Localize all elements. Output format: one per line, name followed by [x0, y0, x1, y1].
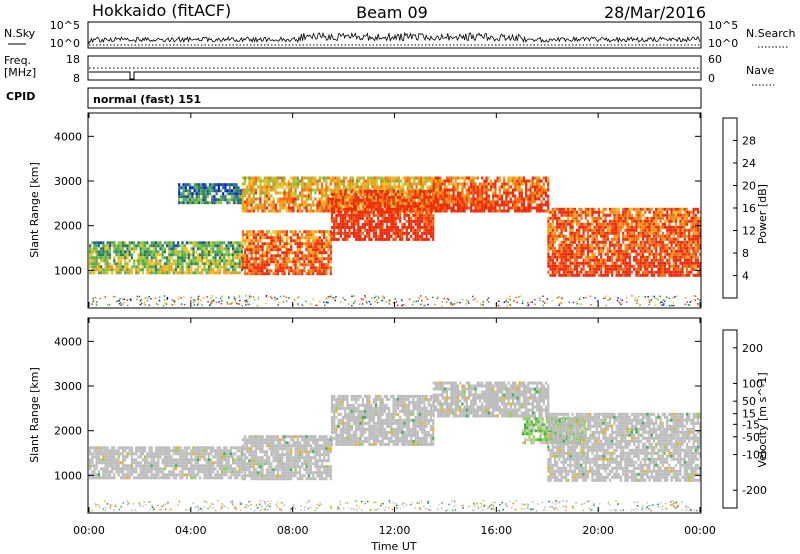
ground-scatter — [91, 295, 702, 307]
power-ylabel: Slant Range [km] — [28, 162, 41, 258]
colorbar-tick-label: 15 — [742, 408, 756, 421]
y-tick-label: 2000 — [54, 425, 82, 438]
colorbar-tick-label: -100 — [742, 449, 767, 462]
colorbar-tick-label: -15 — [742, 418, 760, 431]
nsky-tick-top-right: 10^5 — [708, 19, 738, 32]
freq-strip: Freq. [MHz] 18 8 60 0 Nave — [4, 53, 774, 86]
power-colorbar-label: Power [dB] — [756, 184, 769, 244]
colorbar-tick-label: 4 — [742, 270, 749, 283]
y-tick-label: 4000 — [54, 130, 82, 143]
colorbar-tick-label: 12 — [742, 225, 756, 238]
echo-band — [432, 381, 550, 418]
echo-band — [89, 446, 243, 480]
colorbar-tick-label: 24 — [742, 157, 756, 170]
x-tick-label: 16:00 — [480, 524, 512, 537]
velocity-echoes — [89, 381, 702, 512]
y-tick-label: 1000 — [54, 469, 82, 482]
nsky-tick-top: 10^5 — [50, 19, 80, 32]
nsearch-label: N.Search — [746, 27, 796, 40]
colorbar-tick-label: 16 — [742, 202, 756, 215]
freq-trace — [89, 71, 700, 80]
x-tick-label: 12:00 — [379, 524, 411, 537]
x-tick-label: 04:00 — [175, 524, 207, 537]
nave-tick-bottom: 0 — [708, 72, 715, 85]
echo-band — [330, 189, 435, 241]
nsky-trace — [88, 31, 701, 46]
x-tick-label: 20:00 — [582, 524, 614, 537]
velocity-panel: 1000 2000 3000 4000 Slant Range [km] — [28, 317, 702, 514]
y-tick-label: 1000 — [54, 264, 82, 277]
velocity-ylabel: Slant Range [km] — [28, 367, 41, 463]
power-panel: 1000 2000 3000 4000 Slant Range [km] — [28, 112, 702, 309]
cpid-strip: CPID normal (fast) 151 — [6, 87, 702, 109]
colorbar-tick-label: 100 — [742, 377, 763, 390]
y-tick-label: 3000 — [54, 380, 82, 393]
power-echoes — [89, 176, 702, 307]
y-tick-label: 3000 — [54, 175, 82, 188]
ground-scatter — [91, 500, 701, 512]
echo-band — [178, 183, 242, 205]
y-tick-label: 2000 — [54, 220, 82, 233]
echo-band — [547, 207, 702, 277]
echo-band — [89, 241, 243, 275]
x-axis: 00:00 04:00 08:00 12:00 16:00 20:00 00:00 — [73, 113, 716, 537]
colorbar-tick-label: -50 — [742, 431, 760, 444]
colorbar-tick-label: 200 — [742, 342, 763, 355]
cpid-label: CPID — [6, 90, 35, 103]
echo-band — [432, 176, 550, 213]
nsky-tick-bottom-right: 10^0 — [708, 37, 738, 50]
colorbar-tick-label: 8 — [742, 247, 749, 260]
nave-tick-top: 60 — [708, 53, 722, 66]
nsky-tick-bottom: 10^0 — [50, 37, 80, 50]
x-tick-label: 00:00 — [684, 524, 716, 537]
colorbar-tick-label: -200 — [742, 484, 767, 497]
nsky-strip: N.Sky 10^5 10^0 10^5 10^0 N.Search — [4, 19, 796, 50]
station-title: Hokkaido (fitACF) — [92, 1, 231, 20]
colorbar-tick-label: 20 — [742, 180, 756, 193]
freq-unit-label: [MHz] — [4, 66, 36, 79]
beam-title: Beam 09 — [356, 3, 428, 22]
cpid-value: normal (fast) 151 — [93, 93, 201, 106]
power-colorbar: 4 8 12 16 20 24 28 — [722, 117, 756, 299]
y-tick-label: 4000 — [54, 335, 82, 348]
colorbar-tick-label: 28 — [742, 135, 756, 148]
nave-label: Nave — [746, 64, 774, 77]
power-y-axis: 1000 2000 3000 4000 — [54, 130, 701, 277]
x-tick-label: 08:00 — [277, 524, 309, 537]
velocity-y-axis: 1000 2000 3000 4000 — [54, 335, 701, 482]
x-axis-label: Time UT — [370, 540, 416, 553]
echo-band — [330, 394, 435, 446]
x-tick-label: 00:00 — [73, 524, 105, 537]
freq-tick-bottom: 8 — [73, 72, 80, 85]
freq-label: Freq. — [4, 54, 31, 67]
echo-band — [241, 230, 332, 276]
colorbar-tick-label: 50 — [742, 395, 756, 408]
echo-band — [547, 412, 702, 482]
nsky-label: N.Sky — [4, 27, 36, 40]
freq-tick-top: 18 — [66, 53, 80, 66]
date-title: 28/Mar/2016 — [604, 3, 706, 22]
velocity-colorbar-label: Velocity [m s^-1] — [756, 372, 769, 467]
echo-band — [241, 435, 332, 481]
